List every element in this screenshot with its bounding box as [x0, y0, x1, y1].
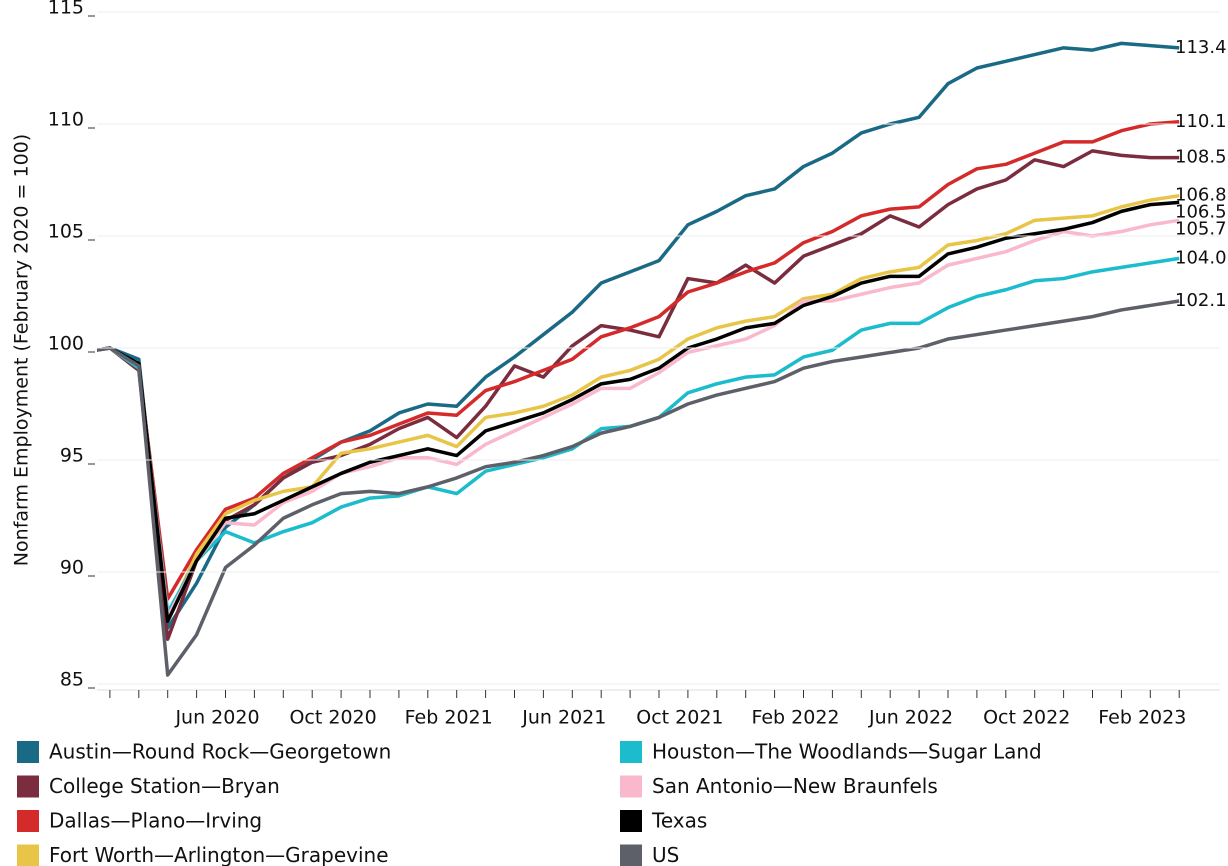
legend-label: College Station—Bryan — [49, 774, 280, 798]
y-tick-label: 115 — [48, 0, 84, 19]
end-label: 113.4 — [1175, 37, 1227, 58]
x-tick-label: Feb 2023 — [1098, 707, 1186, 729]
x-tick-label: Feb 2022 — [751, 707, 839, 729]
y-axis-title: Nonfarm Employment (February 2020 = 100) — [11, 134, 33, 566]
end-label: 104.0 — [1175, 247, 1227, 268]
legend-label: San Antonio—New Braunfels — [652, 774, 938, 798]
series-line — [97, 149, 1180, 641]
y-tick-label: 85 — [60, 669, 84, 691]
end-label: 106.8 — [1175, 185, 1227, 206]
series-line — [97, 200, 1180, 624]
legend-swatch — [17, 741, 39, 763]
x-tick-label: Oct 2022 — [983, 707, 1070, 729]
legend-swatch — [17, 775, 39, 798]
end-label: 106.5 — [1175, 202, 1227, 223]
y-tick-label: 100 — [48, 333, 84, 355]
legend-label: US — [652, 843, 679, 866]
x-tick-label: Jun 2022 — [868, 707, 953, 729]
legend-label: Austin—Round Rock—Georgetown — [49, 740, 391, 764]
series-line — [97, 120, 1180, 601]
legend-label: Dallas—Plano—Irving — [49, 809, 262, 833]
series-line — [97, 299, 1180, 677]
y-tick-label: 90 — [60, 557, 84, 579]
legend-swatch — [620, 810, 642, 832]
end-label: 108.5 — [1175, 147, 1227, 168]
x-tick-label: Oct 2020 — [289, 707, 376, 729]
end-label: 102.1 — [1175, 290, 1227, 311]
legend-swatch — [620, 741, 642, 763]
legend-label: Texas — [651, 809, 707, 833]
legend-swatch — [620, 775, 642, 798]
series-line — [97, 256, 1180, 615]
x-tick-label: Jun 2020 — [174, 707, 259, 729]
legend-label: Fort Worth—Arlington—Grapevine — [49, 843, 389, 866]
y-tick-label: 105 — [48, 221, 84, 243]
x-tick-label: Oct 2021 — [636, 707, 723, 729]
legend-label: Houston—The Woodlands—Sugar Land — [652, 740, 1042, 764]
x-tick-label: Feb 2021 — [405, 707, 493, 729]
legend-swatch — [17, 810, 39, 832]
y-tick-label: 95 — [60, 445, 84, 467]
series-line — [97, 218, 1180, 619]
end-label: 110.1 — [1175, 111, 1227, 132]
y-tick-label: 110 — [48, 109, 84, 131]
x-tick-label: Jun 2021 — [521, 707, 606, 729]
plot-area — [97, 41, 1180, 677]
legend-swatch — [620, 844, 642, 866]
end-label: 105.7 — [1175, 219, 1227, 240]
legend-swatch — [17, 844, 39, 866]
